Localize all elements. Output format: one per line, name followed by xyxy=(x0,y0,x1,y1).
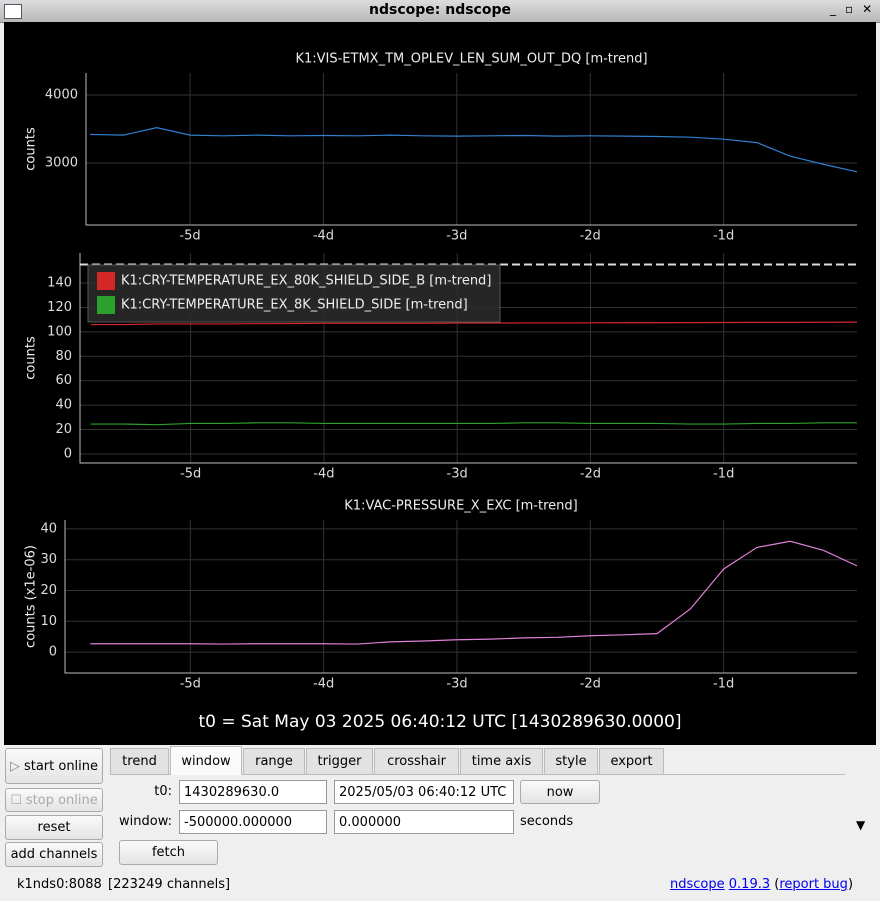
tab[interactable]: export xyxy=(599,748,664,774)
data-line xyxy=(89,127,858,173)
y-tick-label: 60 xyxy=(55,373,72,388)
legend-swatch xyxy=(97,296,115,314)
tab[interactable]: range xyxy=(243,748,305,774)
units-label: seconds xyxy=(520,814,574,829)
add-channels-button[interactable]: add channels xyxy=(5,842,103,867)
paren: ) xyxy=(847,877,854,892)
t0-label: t0 = Sat May 03 2025 06:40:12 UTC [14302… xyxy=(198,712,681,732)
y-tick-label: 0 xyxy=(49,645,57,660)
now-button[interactable]: now xyxy=(520,780,600,804)
version-link[interactable]: 0.19.3 xyxy=(728,877,771,892)
x-tick-label: -5d xyxy=(179,229,200,244)
window-icon xyxy=(4,4,22,19)
channel-count: [223249 channels] xyxy=(108,877,231,892)
y-tick-label: 140 xyxy=(47,276,72,291)
plot-background xyxy=(4,22,876,745)
x-tick-label: -4d xyxy=(313,229,334,244)
x-tick-label: -3d xyxy=(446,677,467,692)
collapse-arrow[interactable]: ▼ xyxy=(856,818,866,832)
axis xyxy=(85,73,857,226)
x-tick-label: -2d xyxy=(580,229,601,244)
y-tick-label: 3000 xyxy=(45,156,78,171)
x-tick-label: -4d xyxy=(313,467,334,482)
app-link[interactable]: ndscope xyxy=(670,877,725,892)
axis xyxy=(79,253,857,464)
y-axis-label: counts xyxy=(24,127,39,171)
data-line xyxy=(90,321,858,326)
y-axis-label: counts (x1e-06) xyxy=(24,545,39,648)
legend-swatch xyxy=(97,272,115,290)
y-tick-label: 20 xyxy=(55,422,72,437)
tab[interactable]: trigger xyxy=(306,748,373,774)
y-tick-label: 40 xyxy=(40,521,57,536)
x-tick-label: -2d xyxy=(580,677,601,692)
tab[interactable]: crosshair xyxy=(374,748,459,774)
x-tick-label: -5d xyxy=(180,467,201,482)
y-axis-label: counts xyxy=(24,336,39,380)
start-online-button[interactable]: ▷ start online xyxy=(5,748,103,784)
x-tick-label: -4d xyxy=(313,677,334,692)
tab[interactable]: window xyxy=(170,746,242,775)
y-tick-label: 4000 xyxy=(45,88,78,103)
x-tick-label: -1d xyxy=(713,677,734,692)
t0-gps-input[interactable]: 1430289630.0 xyxy=(179,780,327,804)
data-line xyxy=(90,422,857,426)
paren: ( xyxy=(774,877,780,892)
window-field-label: window: xyxy=(119,814,172,829)
plot-title: K1:VAC-PRESSURE_X_EXC [m-trend] xyxy=(344,499,577,514)
axis xyxy=(64,520,857,674)
y-tick-label: 30 xyxy=(40,552,57,567)
fetch-button[interactable]: fetch xyxy=(119,840,218,865)
y-tick-label: 0 xyxy=(64,446,72,461)
y-tick-label: 100 xyxy=(47,324,72,339)
plot-title: K1:VIS-ETMX_TM_OPLEV_LEN_SUM_OUT_DQ [m-t… xyxy=(295,52,647,67)
tab[interactable]: style xyxy=(544,748,598,774)
legend-entry: K1:CRY-TEMPERATURE_EX_80K_SHIELD_SIDE_B … xyxy=(121,274,491,289)
y-tick-label: 10 xyxy=(40,614,57,629)
y-tick-label: 20 xyxy=(40,583,57,598)
legend-box xyxy=(87,264,501,323)
t0-field-label: t0: xyxy=(154,784,172,799)
reset-button[interactable]: reset xyxy=(5,815,103,840)
button-label: start online xyxy=(23,758,99,774)
x-tick-label: -3d xyxy=(447,467,468,482)
x-tick-label: -1d xyxy=(713,467,734,482)
window-title: ndscope: ndscope xyxy=(369,2,511,18)
x-tick-label: -2d xyxy=(580,467,601,482)
window-start-input[interactable]: -500000.000000 xyxy=(179,810,327,834)
stop-online-button: ☐ stop online xyxy=(5,788,103,812)
server-status: k1nds0:8088 xyxy=(17,877,102,892)
button-label: stop online xyxy=(25,792,98,808)
window-end-input[interactable]: 0.000000 xyxy=(334,810,514,834)
y-tick-label: 40 xyxy=(55,398,72,413)
data-line xyxy=(90,540,858,645)
window-controls[interactable]: _▫✕ xyxy=(830,2,880,16)
legend-entry: K1:CRY-TEMPERATURE_EX_8K_SHIELD_SIDE [m-… xyxy=(121,298,468,313)
x-tick-label: -5d xyxy=(180,677,201,692)
report-bug-link[interactable]: report bug xyxy=(779,877,848,892)
y-tick-label: 80 xyxy=(55,349,72,364)
x-tick-label: -1d xyxy=(713,229,734,244)
tab[interactable]: time axis xyxy=(460,748,543,774)
y-tick-label: 120 xyxy=(47,300,72,315)
about-links: ndscope 0.19.3 (report bug) xyxy=(670,877,853,892)
tab[interactable]: trend xyxy=(110,748,169,774)
t0-utc-input[interactable]: 2025/05/03 06:40:12 UTC xyxy=(334,780,514,804)
title-bar: ndscope: ndscope _▫✕ xyxy=(0,0,880,23)
plot-area: t0 = Sat May 03 2025 06:40:12 UTC [14302… xyxy=(4,22,876,745)
tab-divider xyxy=(110,774,845,775)
x-tick-label: -3d xyxy=(446,229,467,244)
